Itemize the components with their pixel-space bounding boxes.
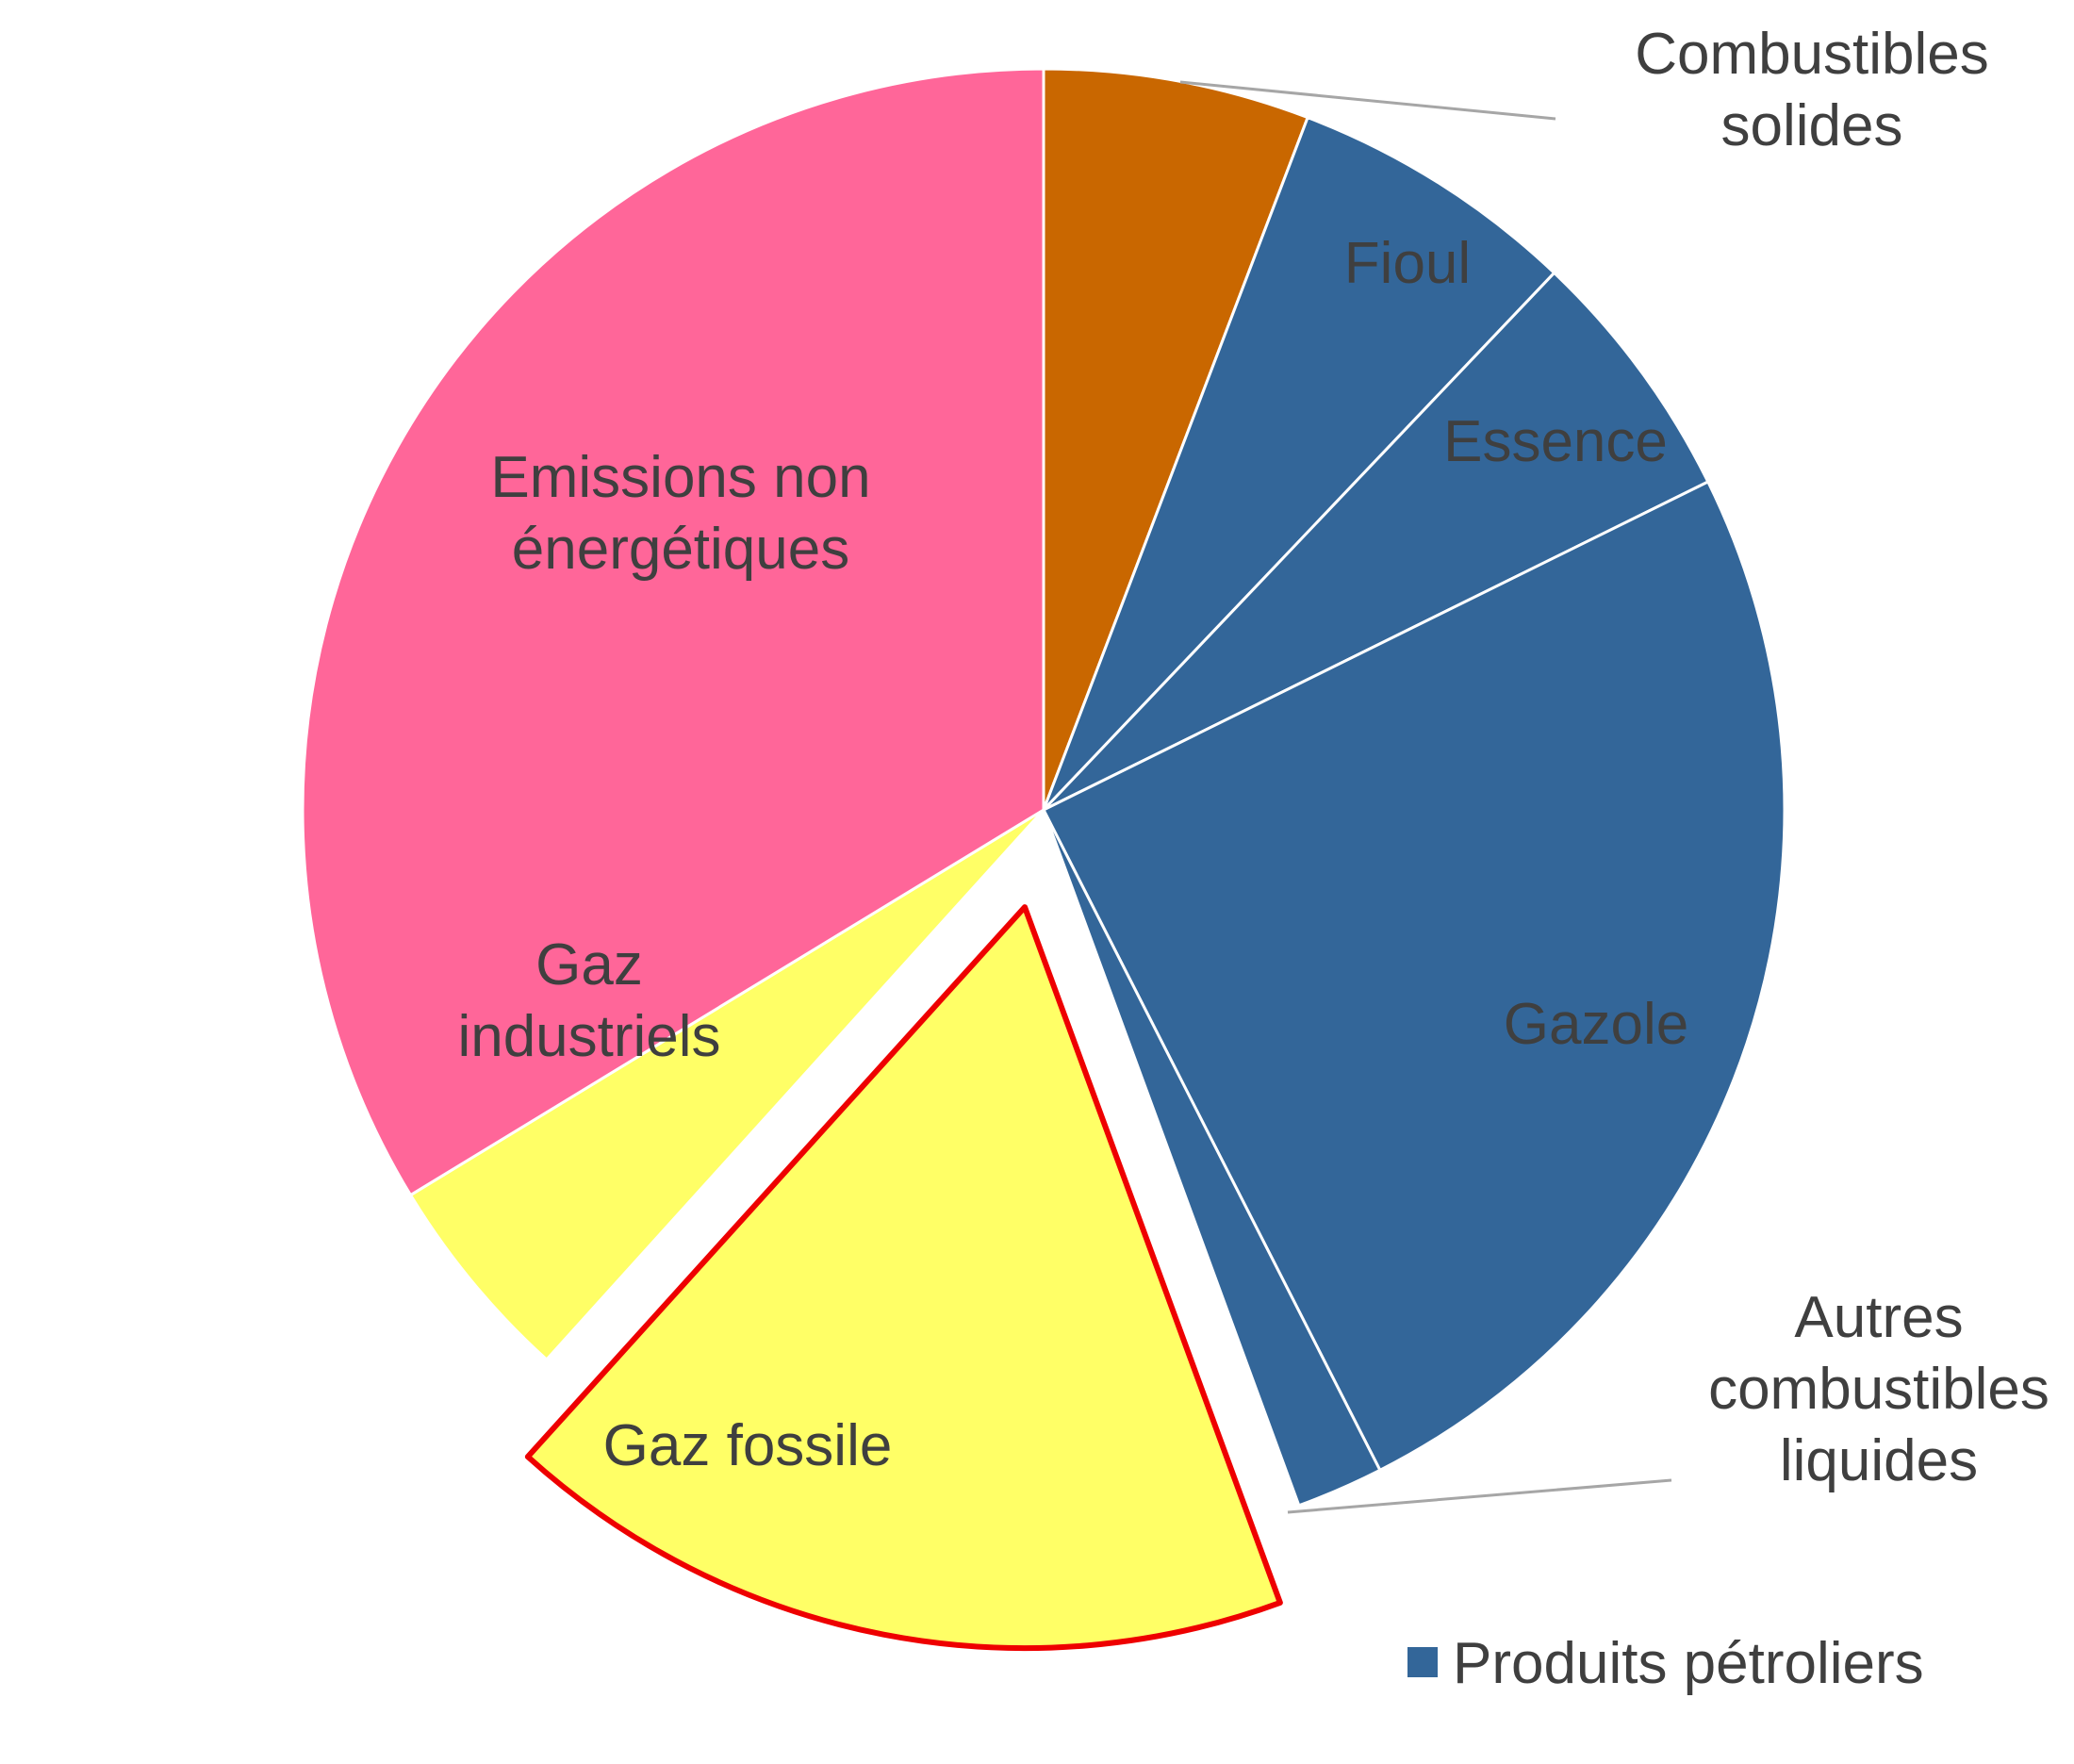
slice-label-line: énergétiques	[512, 517, 850, 582]
pie-slice-gazole	[1042, 480, 1786, 1472]
slice-label-line: Gaz fossile	[603, 1413, 893, 1478]
slice-label-line: Essence	[1443, 409, 1668, 474]
pie-slices	[301, 67, 1786, 1652]
legend: Produits pétroliers	[1407, 1631, 1924, 1696]
slice-label-line: liquides	[1780, 1428, 1978, 1493]
legend-label-produits-petroliers: Produits pétroliers	[1453, 1631, 1924, 1696]
slice-label-gaz-industriels: Gaz industriels	[457, 932, 720, 1069]
pie-slice-fioul	[1042, 116, 1556, 812]
leader-lines	[1179, 80, 1672, 1514]
pie-slice-essence	[1042, 271, 1710, 812]
leader-line-autres-combustibles-liquides	[1287, 1478, 1672, 1514]
slice-label-autres-combustibles-liquides: Autres combustibles liquides	[1708, 1285, 2049, 1493]
slice-label-fioul: Fioul	[1344, 231, 1471, 296]
slice-label-essence: Essence	[1443, 409, 1668, 474]
slice-label-line: Gaz	[535, 932, 643, 997]
slice-label-line: combustibles	[1708, 1357, 2049, 1422]
pie-slice-gaz-fossile	[524, 904, 1283, 1652]
slice-label-emissions-non-energetiques: Emissions non énergétiques	[490, 445, 870, 582]
pie-slice-autres-combustibles-liquides	[1042, 808, 1382, 1508]
slice-label-line: Gazole	[1504, 992, 1688, 1057]
slice-labels: Combustibles solides Fioul Essence Gazole Aut…	[457, 22, 2049, 1493]
slice-label-line: solides	[1721, 93, 1903, 158]
slice-label-line: Autres	[1794, 1285, 1963, 1350]
pie-slice-emissions-non-energetiques	[301, 67, 1045, 1197]
pie-slice-gaz-industriels	[409, 808, 1045, 1361]
slice-label-line: industriels	[457, 1004, 720, 1069]
slice-label-combustibles-solides: Combustibles solides	[1635, 22, 1989, 158]
slice-label-gaz-fossile: Gaz fossile	[603, 1413, 893, 1478]
slice-label-line: Fioul	[1344, 231, 1471, 296]
leader-line-combustibles-solides	[1179, 80, 1556, 121]
legend-swatch-produits-petroliers	[1407, 1647, 1438, 1677]
pie-slice-combustibles-solides	[1042, 67, 1309, 812]
slice-label-line: Emissions non	[490, 445, 870, 510]
slice-label-gazole: Gazole	[1504, 992, 1688, 1057]
slice-label-line: Combustibles	[1635, 22, 1989, 87]
